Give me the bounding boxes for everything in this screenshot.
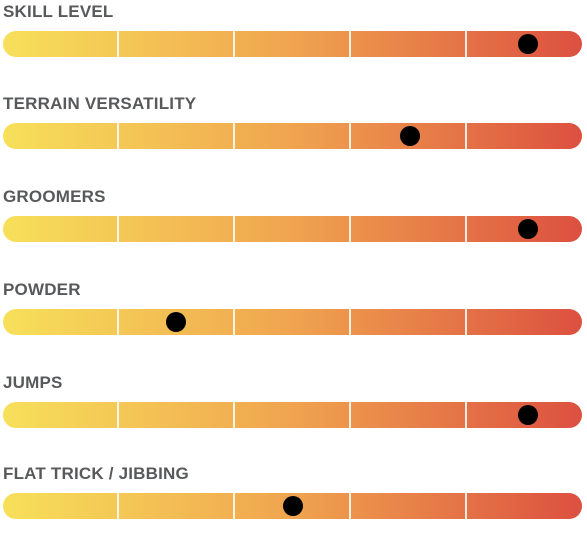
rating-label: POWDER [3,280,81,299]
rating-label: FLAT TRICK / JIBBING [3,464,189,483]
bar-divider [233,309,235,335]
rating-row-flat-trick-jibbing: FLAT TRICK / JIBBING [0,464,587,544]
bar-divider [465,309,467,335]
bar-divider [349,402,351,428]
rating-bar [3,402,582,428]
bar-divider [233,31,235,57]
bar-divider [117,493,119,519]
bar-divider [465,123,467,149]
rating-bar [3,31,582,57]
bar-divider [117,309,119,335]
bar-divider [349,216,351,242]
rating-panel: SKILL LEVEL TERRAIN VERSATILITY GROOMERS [0,2,587,519]
rating-label: GROOMERS [3,187,106,206]
rating-marker [518,219,539,239]
rating-row-skill-level: SKILL LEVEL [0,2,587,82]
bar-divider [117,123,119,149]
bar-divider [233,402,235,428]
bar-divider [465,493,467,519]
bar-divider [349,493,351,519]
rating-row-terrain-versatility: TERRAIN VERSATILITY [0,94,587,174]
rating-marker [166,312,187,332]
rating-row-powder: POWDER [0,280,587,360]
bar-divider [117,216,119,242]
bar-divider [465,402,467,428]
bar-divider [349,309,351,335]
rating-label: SKILL LEVEL [3,2,114,21]
bar-divider [233,216,235,242]
bar-divider [465,31,467,57]
rating-bar [3,309,582,335]
bar-divider [117,402,119,428]
rating-row-groomers: GROOMERS [0,187,587,267]
rating-bar [3,123,582,149]
rating-label: JUMPS [3,373,63,392]
rating-marker [400,126,421,146]
rating-marker [518,405,539,425]
rating-marker [518,34,539,54]
bar-divider [233,493,235,519]
rating-label: TERRAIN VERSATILITY [3,94,197,113]
rating-bar [3,216,582,242]
bar-divider [349,31,351,57]
bar-divider [465,216,467,242]
bar-divider [349,123,351,149]
bar-divider [233,123,235,149]
rating-row-jumps: JUMPS [0,373,587,453]
bar-divider [117,31,119,57]
rating-marker [283,496,304,516]
